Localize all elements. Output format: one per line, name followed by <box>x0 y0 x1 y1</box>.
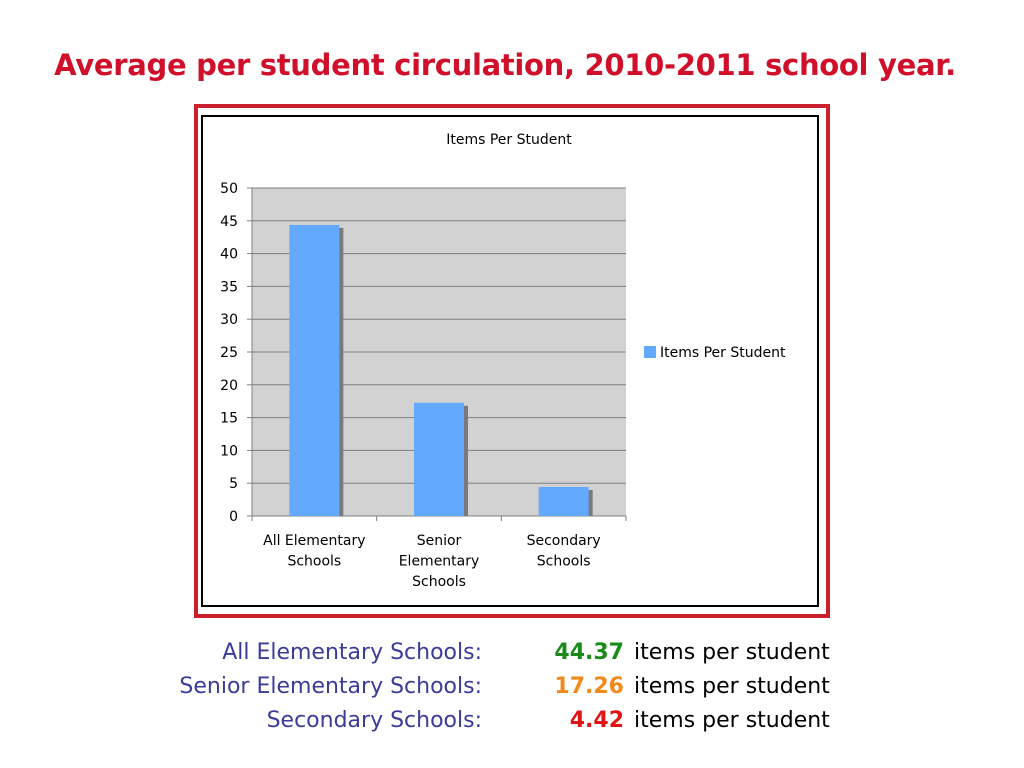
y-tick-label-40: 40 <box>220 247 238 263</box>
bar-1 <box>414 402 464 516</box>
y-tick-label-5: 5 <box>229 476 238 492</box>
y-tick-label-15: 15 <box>220 411 238 427</box>
y-tick-label-20: 20 <box>220 378 238 394</box>
summary-unit-senior-elementary: items per student <box>634 674 830 699</box>
summary-unit-secondary: items per student <box>634 708 830 733</box>
x-tick-label-2-line-1: Schools <box>537 554 591 570</box>
y-tick-label-0: 0 <box>229 509 238 525</box>
summary-value-senior-elementary: 17.26 <box>554 674 624 699</box>
legend-label: Items Per Student <box>660 345 786 361</box>
bar-2 <box>538 487 589 516</box>
summary-label-secondary: Secondary Schools: <box>266 708 482 733</box>
x-tick-label-0-line-0: All Elementary <box>263 533 365 549</box>
legend-swatch <box>644 346 656 358</box>
x-tick-label-1-line-1: Elementary <box>399 554 480 570</box>
x-tick-label-2-line-0: Secondary <box>527 533 601 549</box>
y-tick-label-50: 50 <box>220 181 238 197</box>
y-tick-label-10: 10 <box>220 443 238 459</box>
y-tick-label-45: 45 <box>220 214 238 230</box>
summary-label-all-elementary: All Elementary Schools: <box>222 640 482 665</box>
chart-title: Items Per Student <box>446 132 572 148</box>
summary-label-senior-elementary: Senior Elementary Schools: <box>179 674 482 699</box>
bar-0 <box>289 224 340 516</box>
slide-title: Average per student circulation, 2010-20… <box>54 48 956 82</box>
y-tick-label-35: 35 <box>220 279 238 295</box>
y-tick-label-30: 30 <box>220 312 238 328</box>
x-tick-label-1-line-0: Senior <box>417 533 462 549</box>
summary-unit-all-elementary: items per student <box>634 640 830 665</box>
x-tick-label-1-line-2: Schools <box>412 574 466 590</box>
y-tick-label-25: 25 <box>220 345 238 361</box>
x-tick-label-0-line-1: Schools <box>287 554 341 570</box>
summary-value-all-elementary: 44.37 <box>554 640 624 665</box>
summary-value-secondary: 4.42 <box>569 708 624 733</box>
